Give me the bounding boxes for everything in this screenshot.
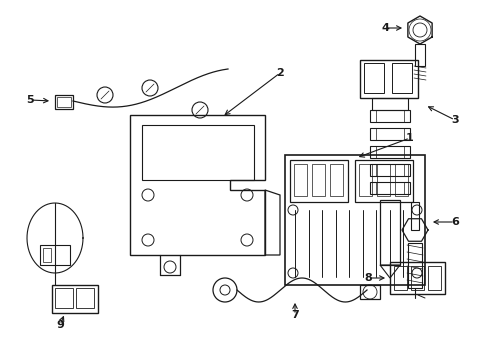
Text: 1: 1	[406, 133, 414, 143]
Bar	[370, 164, 410, 176]
Text: 4: 4	[381, 23, 389, 33]
Bar	[52, 285, 98, 313]
Bar	[290, 160, 348, 202]
Bar	[395, 164, 408, 196]
Bar	[376, 128, 404, 140]
Bar	[390, 262, 445, 294]
Bar	[394, 266, 407, 290]
Bar	[411, 266, 424, 290]
Bar	[360, 285, 380, 299]
Bar	[359, 164, 372, 196]
Bar	[330, 164, 343, 196]
Text: 7: 7	[291, 310, 299, 320]
Bar	[376, 182, 404, 194]
Bar	[294, 164, 307, 196]
Bar	[142, 125, 254, 180]
Text: 9: 9	[56, 320, 64, 330]
Bar	[364, 63, 384, 93]
Bar	[392, 63, 412, 93]
Bar	[411, 202, 419, 230]
Bar	[370, 182, 410, 194]
Bar	[40, 245, 70, 265]
Text: 5: 5	[26, 95, 34, 105]
Bar	[370, 146, 410, 158]
Text: 8: 8	[364, 273, 372, 283]
Bar	[55, 95, 73, 109]
Bar	[415, 44, 425, 66]
Text: 3: 3	[451, 115, 459, 125]
Bar	[55, 288, 73, 308]
Bar	[312, 164, 325, 196]
Bar	[372, 98, 408, 110]
Bar	[360, 60, 418, 98]
Bar	[376, 110, 404, 122]
Bar	[380, 200, 400, 265]
Bar	[43, 248, 51, 262]
Bar	[408, 243, 422, 288]
Text: 6: 6	[451, 217, 459, 227]
Bar	[370, 128, 410, 140]
Bar	[285, 155, 425, 285]
Text: 2: 2	[276, 68, 284, 78]
Bar	[376, 146, 404, 158]
Bar	[376, 164, 404, 176]
Bar	[377, 164, 390, 196]
Bar	[355, 160, 413, 202]
Bar	[57, 97, 71, 107]
Bar	[76, 288, 94, 308]
Bar	[428, 266, 441, 290]
Bar	[370, 110, 410, 122]
